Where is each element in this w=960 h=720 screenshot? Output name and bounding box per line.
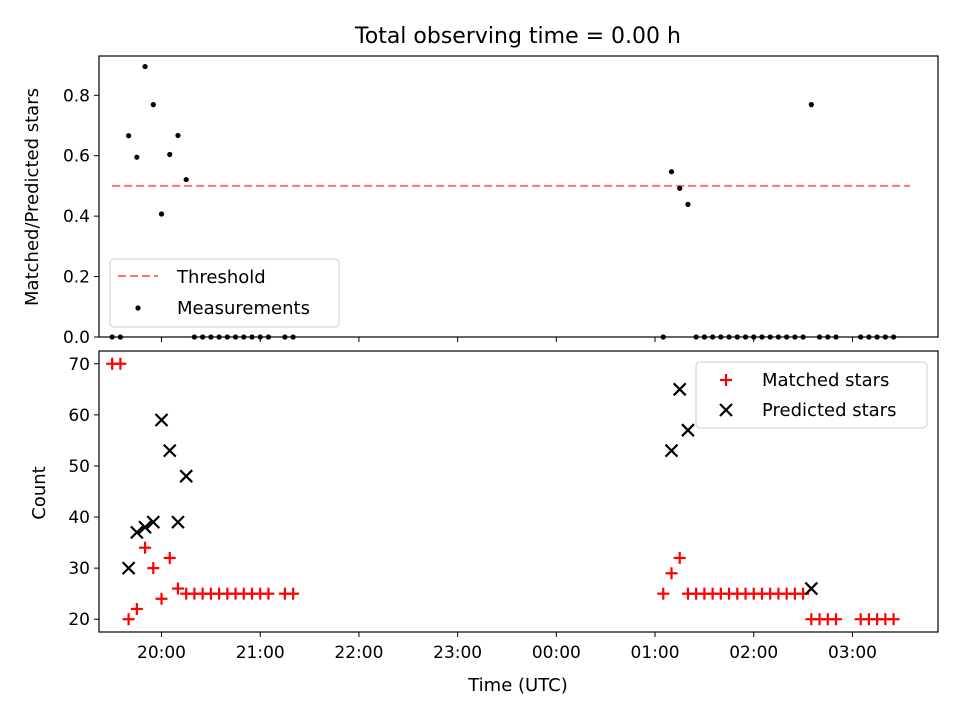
measurement-point	[126, 133, 132, 139]
measurement-point	[134, 154, 140, 160]
x-axis-label: Time (UTC)	[467, 675, 568, 696]
count-legend-box	[695, 361, 928, 429]
count-panel: 20 30 40 50 60 70 20:00 21:00 22:00 23:00 00:00 01:…	[29, 350, 939, 696]
measurement-point	[685, 201, 691, 207]
predicted-star-point	[121, 561, 136, 575]
matched-star-point	[114, 357, 127, 370]
predicted-star-point	[664, 443, 679, 458]
matched-star-point	[171, 582, 184, 595]
count-x-tick-label: 03:00	[828, 643, 877, 663]
chart-title: Total observing time = 0.00 h	[354, 24, 681, 49]
ratio-panel: 0.00.20.40.60.8 Matched/Predicted stars …	[22, 55, 939, 348]
count-y-tick-label: 70	[68, 355, 90, 375]
ratio-y-tick-label: 0.4	[63, 207, 90, 227]
measurement-point	[142, 63, 148, 70]
matched-star-point	[262, 587, 275, 600]
matched-star-point	[163, 551, 176, 564]
matched-star-point	[657, 587, 670, 600]
ratio-legend: Threshold Measurements	[109, 258, 340, 328]
count-x-tick-label: 00:00	[532, 643, 581, 663]
measurement-point	[668, 169, 675, 175]
predicted-star-point	[672, 382, 687, 397]
ratio-axes-frame	[98, 55, 939, 338]
matched-star-point	[139, 541, 152, 554]
measurement-point	[150, 102, 156, 108]
predicted-star-point	[171, 515, 185, 529]
matched-star-point	[287, 587, 300, 600]
count-y-tick-label: 40	[68, 508, 90, 528]
count-y-tick-label: 20	[68, 610, 90, 630]
count-y-axis-label: Count	[29, 466, 50, 519]
count-y-tick-label: 30	[68, 559, 90, 579]
predicted-star-point	[179, 469, 193, 483]
count-series	[106, 357, 900, 626]
measurement-point	[677, 185, 683, 191]
matched-star-point	[147, 562, 160, 575]
ratio-y-axis-label: Matched/Predicted stars	[22, 88, 43, 306]
measurement-point	[183, 176, 189, 183]
predicted-star-point	[138, 520, 152, 535]
predicted-star-point	[681, 423, 695, 437]
count-x-tick-label: 20:00	[137, 643, 186, 663]
count-y-tick-label: 60	[68, 406, 90, 426]
predicted-star-point	[130, 525, 144, 540]
ratio-ticks: 0.0 0.2 0.4 0.6 0.8	[63, 86, 853, 348]
measurement-point	[175, 132, 181, 139]
matched-star-point	[665, 567, 678, 580]
predicted-star-point	[804, 581, 819, 596]
count-ticks: 20 30 40 50 60 70 20:00 21:00 22:00 23:00 00:00 01:…	[68, 355, 877, 663]
measurement-point	[167, 151, 173, 158]
legend-measurements-swatch	[135, 305, 141, 311]
ratio-y-tick-label: 0.8	[63, 86, 90, 106]
count-axes-frame	[98, 350, 939, 633]
legend-predicted-label: Predicted stars	[762, 400, 896, 421]
matched-star-point	[130, 603, 143, 616]
measurement-point	[158, 211, 165, 217]
count-x-tick-label: 22:00	[334, 643, 383, 663]
matched-star-point	[122, 613, 135, 626]
ratio-legend-box	[109, 258, 340, 328]
legend-matched-swatch	[720, 374, 732, 386]
matched-star-point	[673, 551, 686, 564]
count-x-tick-label: 02:00	[729, 643, 778, 663]
legend-matched-label: Matched stars	[762, 370, 889, 391]
count-legend: Matched stars Predicted stars	[695, 361, 928, 429]
count-x-tick-label: 21:00	[236, 643, 285, 663]
legend-measurements-label: Measurements	[177, 298, 310, 319]
predicted-star-point	[146, 515, 161, 529]
count-x-tick-label: 23:00	[433, 643, 482, 663]
ratio-y-tick-label: 0.0	[63, 328, 90, 348]
ratio-y-tick-label: 0.2	[63, 268, 90, 288]
measurement-point	[808, 102, 814, 108]
matched-star-point	[155, 592, 168, 605]
ratio-y-tick-label: 0.6	[63, 147, 90, 167]
count-y-tick-label: 50	[68, 457, 90, 477]
legend-predicted-swatch	[719, 403, 733, 417]
ratio-series	[109, 63, 911, 340]
legend-threshold-label: Threshold	[176, 267, 266, 288]
matched-star-point	[830, 613, 843, 626]
predicted-star-point	[154, 413, 169, 427]
count-x-tick-label: 01:00	[631, 643, 680, 663]
predicted-star-point	[162, 443, 177, 458]
matched-star-point	[887, 613, 900, 626]
